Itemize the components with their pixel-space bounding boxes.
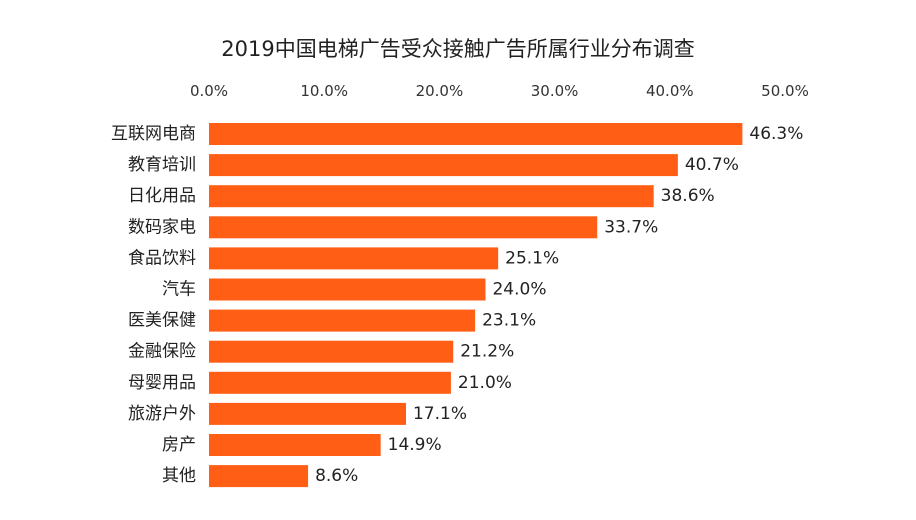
bar bbox=[209, 247, 499, 270]
value-label: 46.3% bbox=[749, 124, 803, 144]
bar bbox=[209, 216, 598, 239]
chart-title: 2019中国电梯广告受众接触广告所属行业分布调查 bbox=[221, 37, 694, 61]
bar bbox=[209, 309, 476, 332]
x-tick-label: 40.0% bbox=[646, 82, 694, 100]
value-label: 17.1% bbox=[413, 404, 467, 424]
value-label: 40.7% bbox=[685, 155, 739, 175]
x-tick-label: 20.0% bbox=[416, 82, 464, 100]
category-label: 其他 bbox=[162, 466, 196, 486]
bar bbox=[209, 154, 678, 177]
bar bbox=[209, 371, 451, 394]
bars-group: 互联网电商 46.3% 教育培训 40.7% 日化用品 38.6% 数码家电 33.7% 食品饮… bbox=[111, 123, 803, 488]
x-tick-label: 50.0% bbox=[761, 82, 809, 100]
value-label: 21.0% bbox=[458, 373, 512, 393]
value-label: 14.9% bbox=[388, 435, 442, 455]
category-label: 日化用品 bbox=[128, 186, 196, 206]
value-label: 25.1% bbox=[505, 248, 559, 268]
x-tick-label: 30.0% bbox=[531, 82, 579, 100]
category-label: 汽车 bbox=[162, 280, 196, 300]
category-label: 房产 bbox=[162, 435, 196, 455]
bar bbox=[209, 465, 309, 488]
x-axis-ticks: 0.0% 10.0% 20.0% 30.0% 40.0% 50.0% bbox=[190, 82, 809, 100]
category-label: 教育培训 bbox=[128, 155, 196, 175]
category-label: 数码家电 bbox=[128, 217, 196, 237]
value-label: 23.1% bbox=[482, 311, 536, 331]
value-label: 21.2% bbox=[460, 342, 514, 362]
category-label: 医美保健 bbox=[128, 311, 196, 331]
bar bbox=[209, 278, 486, 301]
value-label: 8.6% bbox=[315, 466, 358, 486]
bar bbox=[209, 185, 654, 208]
bar bbox=[209, 434, 381, 456]
category-label: 母婴用品 bbox=[128, 373, 196, 393]
x-tick-label: 10.0% bbox=[300, 82, 348, 100]
bar bbox=[209, 340, 454, 363]
value-label: 24.0% bbox=[492, 280, 546, 300]
value-label: 33.7% bbox=[604, 217, 658, 237]
category-label: 互联网电商 bbox=[111, 124, 196, 144]
x-tick-label: 0.0% bbox=[190, 82, 228, 100]
category-label: 食品饮料 bbox=[128, 248, 196, 268]
category-label: 金融保险 bbox=[128, 342, 196, 362]
value-label: 38.6% bbox=[661, 186, 715, 206]
bar bbox=[209, 123, 743, 145]
category-label: 旅游户外 bbox=[128, 404, 196, 424]
bar bbox=[209, 402, 406, 425]
